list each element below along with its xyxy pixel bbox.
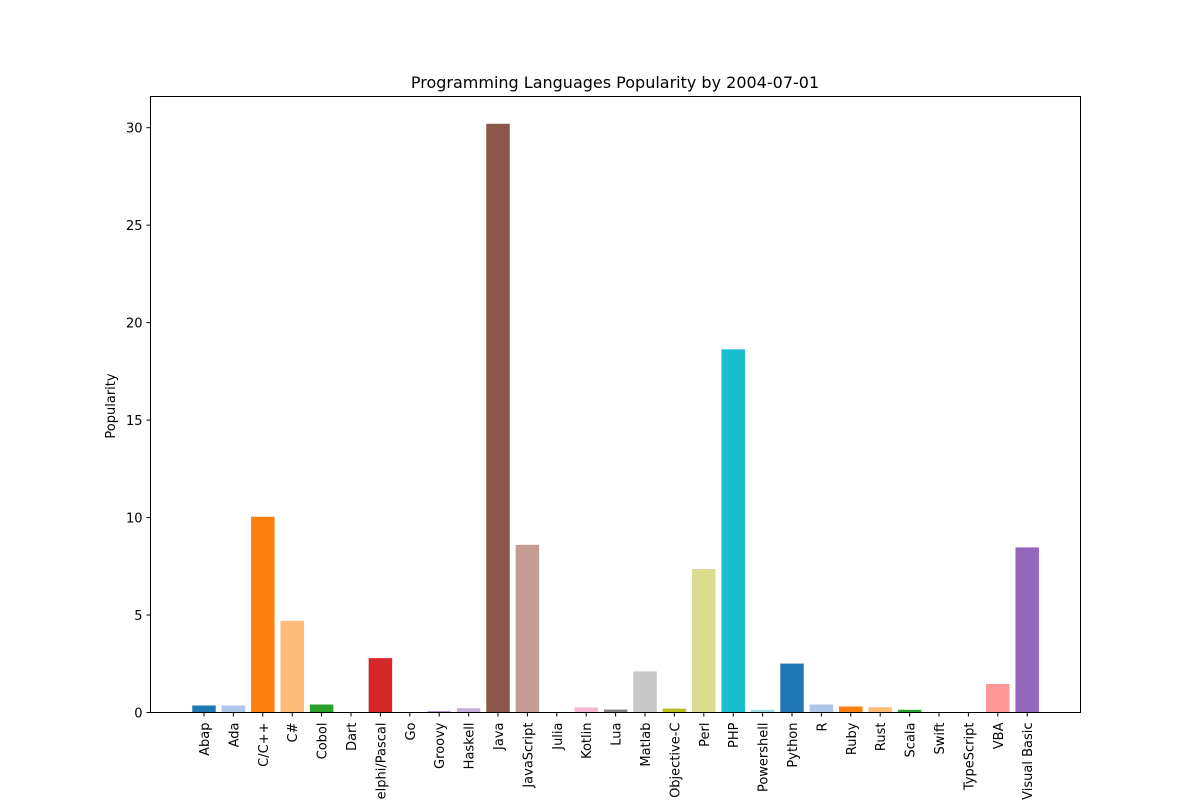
bar-rust xyxy=(868,707,892,713)
x-tick-label: Haskell xyxy=(463,723,478,770)
bar-scala xyxy=(897,709,922,713)
bar-visual-basic xyxy=(1015,547,1039,713)
chart-title: Programming Languages Popularity by 2004… xyxy=(411,73,819,92)
bars xyxy=(192,123,1039,713)
x-tick-label: Scala xyxy=(904,723,919,758)
bar-c- xyxy=(280,620,304,713)
x-tick-label: Rust xyxy=(874,723,889,752)
x-tick-label: Visual Basic xyxy=(1021,723,1036,800)
bar-r xyxy=(809,704,834,713)
x-tick-label: Groovy xyxy=(433,722,448,769)
bar-vba xyxy=(986,684,1010,713)
y-axis-ticks: 0 5 10 15 20 25 30 xyxy=(126,122,151,722)
x-tick-label: Cobol xyxy=(316,723,331,760)
bar-cobol xyxy=(309,704,334,713)
x-tick-label: Kotlin xyxy=(580,723,595,759)
x-axis-ticks: Abap Ada C/C++ C# Cobol Dart Delphi/Pascal Go Gr… xyxy=(198,712,1036,800)
x-tick-label: C# xyxy=(286,723,301,743)
plot-frame xyxy=(150,96,1081,713)
x-tick-label: Dart xyxy=(345,723,360,751)
x-tick-label: Python xyxy=(786,723,801,768)
bar-php xyxy=(721,349,745,713)
bar-powershell xyxy=(750,709,775,713)
x-tick-label: PHP xyxy=(727,722,742,748)
x-tick-label: Ruby xyxy=(845,722,860,755)
bar-lua xyxy=(603,709,628,713)
x-tick-label: Matlab xyxy=(639,723,654,767)
x-tick-label: R xyxy=(815,723,830,732)
x-tick-label: Perl xyxy=(698,723,713,747)
bar-perl xyxy=(692,569,716,713)
y-tick-label: 15 xyxy=(126,414,143,429)
x-tick-label: JavaScript xyxy=(521,723,536,789)
bar-java xyxy=(486,123,510,713)
x-tick-label: Go xyxy=(404,722,419,740)
bar-objective-c xyxy=(662,708,687,713)
x-tick-label: Swift xyxy=(933,723,948,755)
y-axis-label: Popularity xyxy=(104,373,119,438)
x-tick-label: Delphi/Pascal xyxy=(374,723,389,800)
y-tick-label: 20 xyxy=(126,317,143,332)
x-tick-label: Ada xyxy=(227,723,242,748)
bar-python xyxy=(780,663,804,713)
y-tick-label: 30 xyxy=(126,122,143,137)
y-tick-label: 10 xyxy=(126,512,143,527)
x-tick-label: Julia xyxy=(551,723,566,751)
x-tick-label: VBA xyxy=(992,722,1007,749)
x-tick-label: Java xyxy=(492,723,507,751)
x-tick-label: C/C++ xyxy=(257,723,272,767)
x-tick-label: Objective-C xyxy=(668,723,683,798)
bar-javascript xyxy=(515,544,540,713)
bar-delphi-pascal xyxy=(368,658,393,713)
y-tick-label: 0 xyxy=(134,707,142,722)
x-tick-label: TypeScript xyxy=(962,723,977,792)
bar-kotlin xyxy=(574,707,598,713)
bar-groovy xyxy=(427,711,451,713)
bar-matlab xyxy=(633,671,657,713)
y-tick-label: 5 xyxy=(134,609,142,624)
y-tick-label: 25 xyxy=(126,219,143,234)
x-tick-label: Abap xyxy=(198,723,213,756)
x-tick-label: Powershell xyxy=(757,723,772,793)
bar-c-c- xyxy=(251,516,275,713)
x-tick-label: Lua xyxy=(610,723,625,746)
bar-abap xyxy=(192,705,216,713)
bar-ada xyxy=(221,705,246,713)
bar-ruby xyxy=(839,706,863,713)
bar-haskell xyxy=(456,708,481,713)
